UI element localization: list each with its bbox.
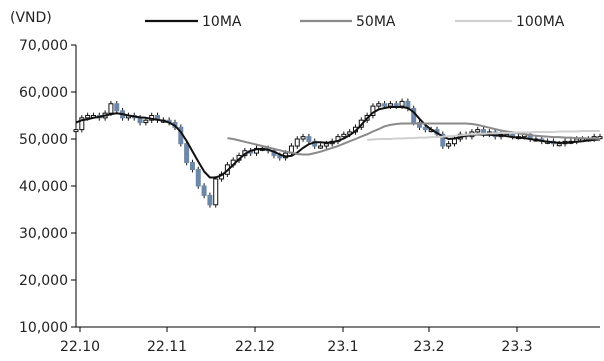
legend-label-10ma: 10MA [202, 14, 242, 30]
plot-area [73, 98, 603, 208]
x-tick-label: 23.2 [413, 339, 444, 355]
y-tick-label: 10,000 [19, 320, 68, 336]
legend-label-50ma: 50MA [356, 14, 396, 30]
price-candle [376, 103, 382, 107]
legend-label-100ma: 100MA [516, 14, 565, 30]
price-candle [446, 143, 452, 147]
axes: 10,000 20,000 30,000 40,000 50,000 60,000 70,0… [19, 38, 600, 355]
price-candle [137, 117, 143, 124]
price-candle [143, 119, 149, 124]
y-tick-label: 70,000 [19, 38, 68, 54]
price-candle [382, 103, 388, 107]
price-candle [475, 129, 481, 133]
y-tick-label: 50,000 [19, 132, 68, 148]
price-candle [207, 194, 213, 206]
y-tick-label: 40,000 [19, 179, 68, 195]
price-candle [79, 117, 85, 131]
y-tick-label: 20,000 [19, 273, 68, 289]
price-candle [108, 103, 114, 114]
price-candle [294, 138, 300, 147]
y-tick-label: 30,000 [19, 226, 68, 242]
price-candle [451, 138, 457, 145]
x-tick-label: 22.12 [235, 339, 275, 355]
price-candle [341, 133, 347, 138]
series-line-10ma [75, 106, 601, 179]
y-tick-label: 60,000 [19, 85, 68, 101]
series-line-50ma [227, 122, 601, 156]
legend: 10MA 50MA 100MA [145, 14, 565, 30]
price-candle [440, 133, 446, 147]
price-candle [323, 143, 329, 147]
price-candle [399, 100, 405, 107]
x-tick-label: 23.1 [327, 339, 358, 355]
price-candle [195, 169, 201, 187]
price-candle [184, 143, 190, 163]
x-tick-label: 23.3 [501, 339, 532, 355]
price-candle [556, 143, 562, 147]
x-tick-label: 22.10 [60, 339, 100, 355]
price-candle [393, 103, 399, 107]
price-candle [189, 162, 195, 171]
price-candle [85, 115, 91, 119]
price-candle [213, 178, 219, 206]
series-line-100ma [367, 130, 600, 141]
y-unit-label: (VND) [10, 10, 52, 26]
price-candle [422, 126, 428, 131]
price-candle [114, 103, 120, 112]
price-candle [318, 145, 324, 149]
price-candle [300, 136, 306, 140]
price-candle [306, 136, 312, 142]
price-candle [387, 103, 393, 107]
price-candle [201, 185, 207, 196]
x-tick-label: 22.11 [147, 339, 187, 355]
price-candle [73, 129, 79, 133]
